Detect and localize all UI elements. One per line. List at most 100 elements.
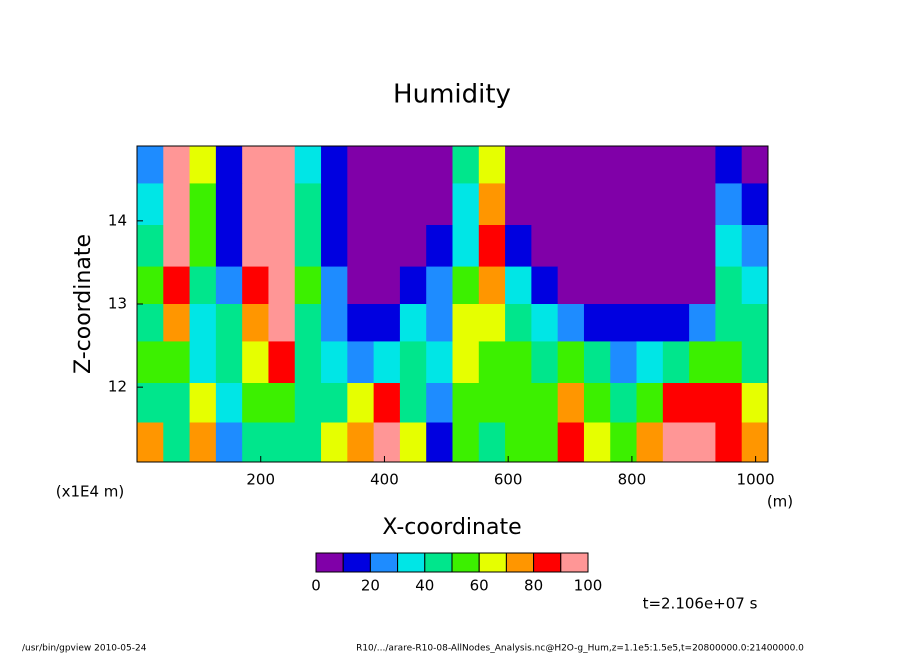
contour-cell (321, 225, 348, 268)
contour-cell (347, 304, 375, 342)
contour-cell (347, 383, 375, 423)
contour-cell (531, 146, 559, 184)
contour-cell (610, 383, 638, 423)
colorbar-box (369, 552, 399, 573)
contour-cell (662, 422, 690, 463)
colorbar-label: 40 (415, 577, 434, 595)
contour-cell (741, 183, 769, 226)
contour-cell (242, 383, 269, 423)
contour-cell (715, 266, 743, 305)
contour-cell (583, 146, 611, 184)
contour-cell (557, 146, 585, 184)
contour-cell (268, 304, 296, 342)
contour-cell (478, 266, 506, 305)
contour-cell (189, 304, 217, 342)
contour-cell (242, 146, 269, 184)
contour-cell (163, 266, 191, 305)
contour-cell (426, 304, 453, 342)
contour-cell (531, 183, 559, 226)
contour-cell (189, 266, 217, 305)
contour-cell (373, 304, 401, 342)
contour-cell (741, 422, 769, 463)
contour-cell (321, 266, 348, 305)
contour-cell (137, 146, 164, 184)
contour-cell (715, 383, 743, 423)
contour-cell (505, 422, 532, 463)
contour-cell (163, 183, 191, 226)
contour-cell (347, 146, 375, 184)
contour-cell (268, 422, 296, 463)
contour-cell (189, 183, 217, 226)
contour-cell (689, 146, 716, 184)
contour-cell (215, 304, 243, 342)
contour-cell (189, 146, 217, 184)
contour-cell (426, 225, 453, 268)
contour-cell (452, 341, 480, 384)
contour-cell (689, 183, 716, 226)
contour-cell (426, 266, 453, 305)
x-unit: (m) (767, 493, 793, 511)
contour-cell (741, 341, 769, 384)
contour-cell (399, 266, 427, 305)
contour-cell (505, 341, 532, 384)
contour-cell (373, 341, 401, 384)
contour-cell (531, 225, 559, 268)
contour-cell (689, 304, 716, 342)
contour-cell (321, 146, 348, 184)
contour-cell (294, 341, 322, 384)
contour-cell (268, 383, 296, 423)
contour-cell (268, 146, 296, 184)
contour-cell (321, 183, 348, 226)
contour-cell (557, 304, 585, 342)
contour-cell (137, 266, 164, 305)
colorbar-label: 80 (524, 577, 543, 595)
contour-cell (505, 225, 532, 268)
colorbar-label: 60 (470, 577, 489, 595)
footer-right: R10/.../arare-R10-08-AllNodes_Analysis.n… (356, 644, 804, 654)
contour-cell (399, 383, 427, 423)
contour-cell (373, 383, 401, 423)
colorbar-box (397, 552, 426, 573)
contour-cell (741, 146, 769, 184)
contour-cell (610, 341, 638, 384)
contour-cell (215, 146, 243, 184)
contour-cell (531, 304, 559, 342)
contour-cell (531, 422, 559, 463)
contour-cell (426, 341, 453, 384)
contour-cell (163, 304, 191, 342)
contour-cell (715, 146, 743, 184)
contour-cell (478, 146, 506, 184)
contour-cell (294, 146, 322, 184)
x-tick-label: 600 (494, 471, 523, 489)
contour-cell (557, 422, 585, 463)
chart-title: Humidity (393, 80, 511, 110)
contour-cell (715, 225, 743, 268)
contour-cell (689, 341, 716, 384)
footer-left: /usr/bin/gpview 2010-05-24 (22, 644, 147, 654)
contour-cell (215, 266, 243, 305)
contour-cell (505, 183, 532, 226)
contour-cell (242, 183, 269, 226)
contour-cell (373, 183, 401, 226)
contour-cell (741, 383, 769, 423)
contour-cell (583, 341, 611, 384)
contour-cell (478, 383, 506, 423)
contour-cell (242, 304, 269, 342)
y-tick-label: 13 (108, 295, 127, 313)
contour-cell (478, 183, 506, 226)
contour-cell (478, 422, 506, 463)
colorbar-box (451, 552, 480, 573)
contour-cell (741, 266, 769, 305)
contour-cell (478, 304, 506, 342)
contour-cell (373, 422, 401, 463)
contour-cell (215, 225, 243, 268)
contour-cell (294, 183, 322, 226)
contour-cell (347, 422, 375, 463)
contour-field (137, 146, 769, 463)
contour-cell (294, 225, 322, 268)
contour-cell (452, 383, 480, 423)
contour-cell (610, 266, 638, 305)
contour-cell (294, 422, 322, 463)
contour-cell (505, 266, 532, 305)
contour-cell (636, 383, 664, 423)
